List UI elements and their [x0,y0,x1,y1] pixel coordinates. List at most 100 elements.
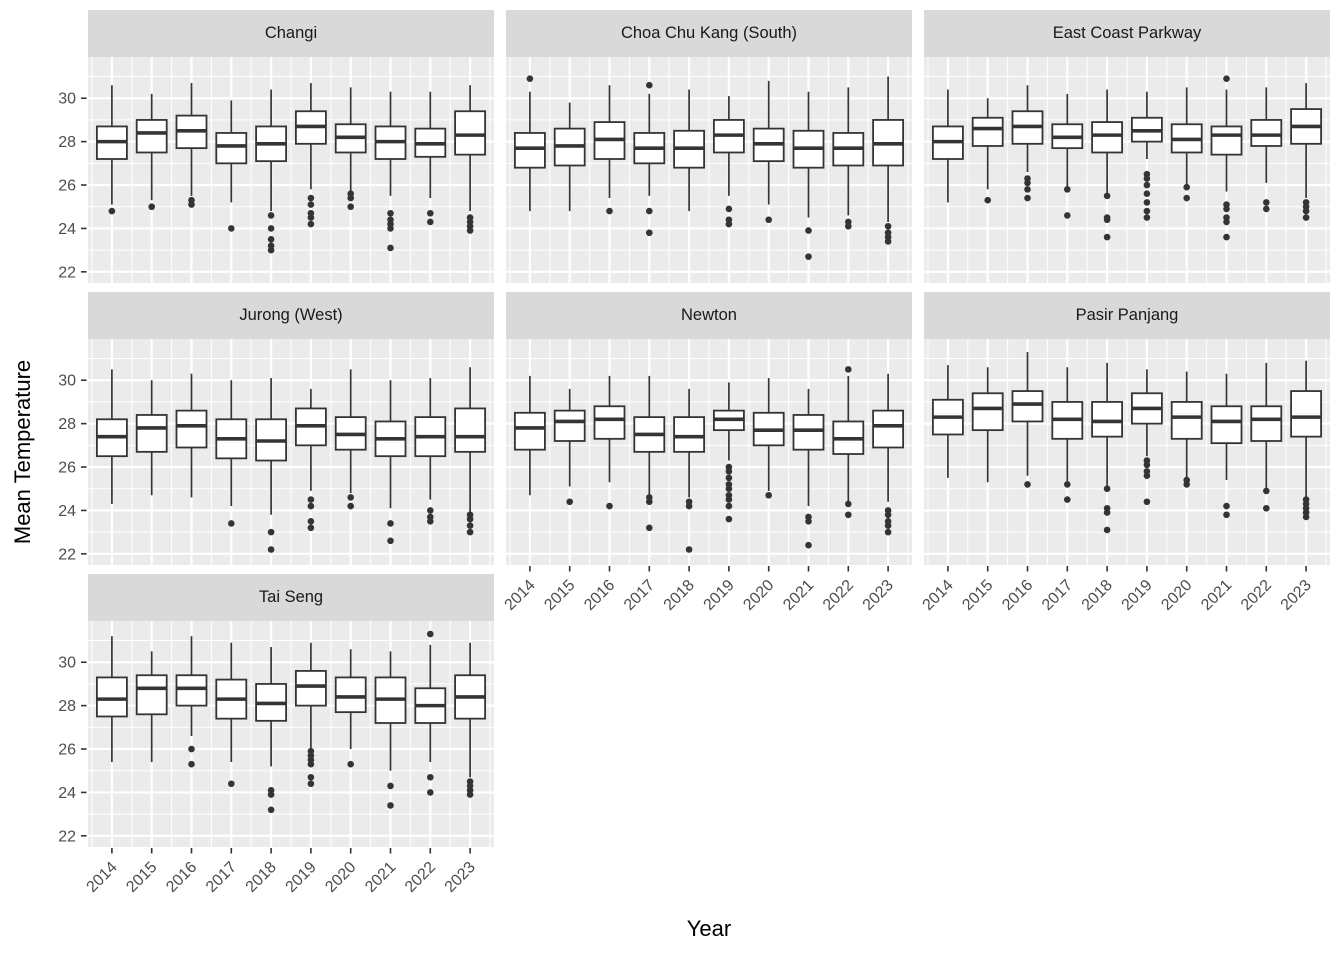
outlier-point [1263,205,1270,213]
boxplot-2022 [1250,87,1283,213]
outlier-point [267,212,275,219]
box-iqr [593,405,626,440]
outlier-point [1024,194,1031,202]
boxplot-2016 [175,83,208,208]
x-tick-label: 2017 [203,859,240,896]
facet-newton: Newton 2014 2015 2016 2017 2018 2019 2020 2021 20… [502,292,912,639]
boxplot-2017 [1051,93,1084,219]
facet-panel: 30 28 26 24 22 [58,339,494,565]
outlier-point [646,207,653,215]
outlier-point [1024,481,1031,488]
boxplot-2014 [95,369,128,504]
boxplot-2022 [832,87,865,230]
boxplot-2022 [414,630,447,796]
boxplot-2021 [1210,75,1243,241]
box-iqr [215,132,248,165]
outlier-point [267,806,275,814]
outlier-point [267,791,275,798]
outlier-point [307,517,315,525]
outlier-point [148,203,155,211]
box-iqr [1210,125,1243,156]
outlier-point [646,524,653,532]
box-iqr [135,414,168,453]
outlier-point [685,502,693,510]
box-iqr [513,411,546,451]
outlier-point [307,201,315,208]
x-tick-label: 2015 [123,859,160,896]
outlier-point [646,498,653,506]
outlier-point [347,494,355,501]
boxplot-2018 [673,89,706,212]
boxplot-2019 [712,382,745,523]
x-tick-label: 2022 [1238,577,1275,614]
outlier-point [1143,181,1151,189]
outlier-point [188,745,195,753]
outlier-point [1143,199,1151,206]
outlier-point [267,528,275,536]
outlier-point [1064,186,1071,193]
x-tick-label: 2020 [322,859,359,896]
outlier-point [606,502,613,510]
y-tick-label: 28 [58,416,76,433]
outlier-point [884,528,892,536]
boxplot-2017 [633,375,666,532]
outlier-point [1143,190,1151,198]
x-axis-title: Year [686,916,732,941]
outlier-point [267,246,275,254]
outlier-point [466,515,474,523]
box-iqr [1091,401,1124,438]
boxplot-2016 [593,375,626,510]
x-tick-label: 2022 [820,577,857,614]
boxplot-2014 [513,75,546,212]
box-iqr [1091,121,1124,154]
outlier-point [1223,233,1230,241]
boxplot-2023 [1290,360,1323,521]
x-axis: 2014 2015 2016 2017 2018 2019 2020 2021 2022 2023 [920,566,1315,614]
outlier-point [1064,212,1071,219]
outlier-point [1103,192,1111,200]
boxplot-2023 [454,642,487,798]
box-iqr [135,119,168,154]
outlier-point [845,500,852,508]
boxplot-2014 [95,636,128,763]
outlier-point [1143,461,1151,469]
boxplot-2016 [175,373,208,498]
boxplot-2020 [334,369,367,510]
y-tick-label: 22 [58,264,76,281]
boxplot-2015 [553,102,586,212]
outlier-point [1143,472,1151,480]
box-iqr [1210,405,1243,445]
outlier-point [845,511,852,519]
outlier-point [347,760,355,768]
boxplot-2023 [1290,83,1323,221]
outlier-point [1302,207,1310,215]
boxplot-2021 [374,380,407,545]
y-tick-label: 26 [58,178,76,195]
outlier-point [427,517,434,525]
boxplot-2020 [752,80,785,224]
outlier-point [1103,233,1111,241]
outlier-point [387,537,394,545]
outlier-point [387,802,394,809]
boxplot-2019 [294,642,327,788]
outlier-point [466,791,474,798]
outlier-point [267,546,275,553]
y-tick-label: 30 [58,655,76,672]
outlier-point [1302,513,1310,521]
outlier-point [188,201,195,208]
outlier-point [307,502,315,510]
outlier-point [805,227,812,234]
x-tick-label: 2016 [581,577,618,614]
x-tick-label: 2021 [780,577,817,614]
outlier-point [805,253,812,260]
outlier-point [1223,502,1230,510]
outlier-point [307,220,315,228]
boxplot-2022 [414,91,447,226]
boxplot-2019 [712,96,745,228]
boxplot-2015 [971,98,1004,204]
facet-panel [506,57,912,283]
boxplot-2021 [1210,373,1243,519]
x-tick-label: 2023 [442,859,479,896]
x-tick-label: 2020 [740,577,777,614]
outlier-point [1183,481,1190,488]
